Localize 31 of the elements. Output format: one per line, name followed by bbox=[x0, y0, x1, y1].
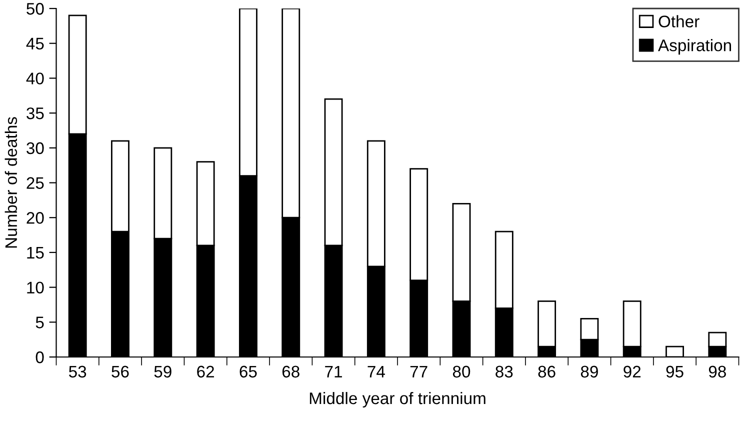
x-tick-label: 77 bbox=[410, 366, 428, 378]
y-tick-label: 0 bbox=[36, 351, 44, 364]
y-tick-label: 10 bbox=[27, 282, 44, 294]
x-tick-label: 83 bbox=[496, 366, 513, 378]
legend-label: Other bbox=[658, 15, 700, 28]
x-tick-label: 80 bbox=[452, 366, 470, 378]
x-tick-label: 53 bbox=[68, 366, 86, 378]
x-tick-label: 74 bbox=[368, 366, 385, 378]
y-tick-label: 25 bbox=[26, 177, 44, 189]
x-tick-label: 98 bbox=[708, 366, 726, 378]
y-axis-title: Number of deaths bbox=[4, 117, 18, 248]
x-axis-title: Middle year of triennium bbox=[310, 392, 486, 408]
x-tick-label: 89 bbox=[580, 366, 598, 378]
y-tick-label: 15 bbox=[27, 247, 44, 259]
x-tick-label: 68 bbox=[282, 366, 300, 378]
y-tick-label: 30 bbox=[26, 142, 44, 154]
x-tick-label: 56 bbox=[112, 366, 129, 378]
x-tick-label: 86 bbox=[538, 366, 556, 378]
y-tick-label: 5 bbox=[36, 316, 44, 328]
y-tick-label: 20 bbox=[26, 212, 44, 224]
y-tick-label: 45 bbox=[26, 38, 44, 50]
y-tick-label: 50 bbox=[26, 2, 44, 15]
x-tick-label: 95 bbox=[666, 366, 684, 378]
x-tick-label: 62 bbox=[197, 366, 214, 378]
x-tick-label: 71 bbox=[325, 366, 342, 378]
y-tick-label: 40 bbox=[26, 72, 44, 84]
y-tick-label: 35 bbox=[26, 107, 44, 120]
legend-label: Aspiration bbox=[658, 39, 732, 55]
x-tick-label: 65 bbox=[240, 366, 257, 378]
x-tick-label: 59 bbox=[154, 366, 172, 378]
x-tick-label: 92 bbox=[624, 366, 641, 378]
